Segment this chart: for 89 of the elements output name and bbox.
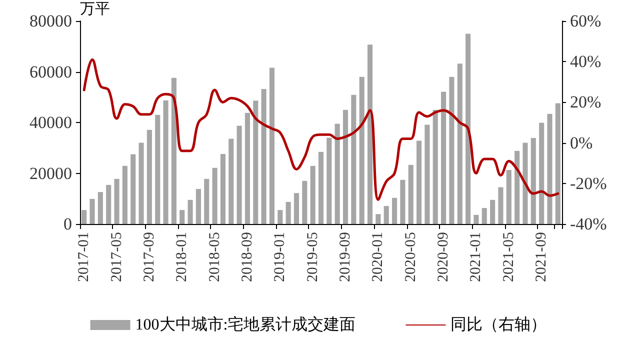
y2-tick-label: 20% (570, 92, 602, 112)
bar (522, 142, 528, 224)
bar (367, 44, 373, 224)
y-tick-label: 80000 (30, 12, 72, 30)
bar (244, 112, 250, 224)
bar (302, 180, 308, 224)
bar (351, 94, 356, 224)
x-tick-label: 2018-09 (239, 232, 256, 282)
bar (384, 206, 389, 224)
legend-label: 100大中城市:宅地累计成交建面 (135, 316, 356, 334)
bar (555, 103, 560, 224)
bar (408, 164, 414, 224)
bar (514, 150, 520, 224)
bar (376, 214, 381, 224)
x-tick-label: 2017-01 (76, 232, 92, 282)
bar (400, 180, 406, 224)
y2-tick-label: -20% (570, 174, 607, 193)
bar (547, 114, 552, 224)
y2-tick-label: 40% (570, 52, 602, 72)
x-tick-label: 2017-09 (141, 232, 158, 282)
x-tick-label: 2020-05 (402, 232, 419, 282)
bar (449, 76, 454, 224)
x-tick-label: 2021-05 (500, 232, 517, 282)
bar (416, 140, 422, 224)
legend-label: 同比（右轴） (450, 316, 547, 334)
bar (278, 210, 283, 224)
bar (326, 138, 332, 224)
x-tick-label: 2019-09 (338, 232, 354, 282)
y-tick-label: 20000 (30, 164, 72, 183)
x-tick-label: 2020-09 (436, 232, 452, 282)
x-tick-label: 2021-09 (534, 232, 550, 282)
bar (269, 68, 275, 224)
bar (82, 210, 87, 224)
bar (146, 130, 152, 224)
bar (457, 64, 462, 224)
x-tick-label: 2018-05 (206, 232, 223, 282)
bar (466, 34, 471, 224)
bar (474, 214, 479, 224)
bar (392, 198, 398, 224)
bar (318, 152, 324, 224)
bar (228, 138, 234, 224)
bar (138, 142, 144, 224)
bar (204, 178, 210, 224)
x-tick-label: 2019-05 (304, 232, 321, 282)
x-tick-label: 2019-01 (272, 232, 288, 282)
bar (490, 200, 496, 224)
y2-tick-label: 0% (570, 133, 593, 152)
y-tick-label: 0 (64, 214, 72, 234)
bar (212, 168, 218, 224)
bar (236, 126, 242, 224)
bar (90, 198, 95, 224)
bar (482, 208, 487, 224)
bar (220, 154, 226, 224)
bar (106, 184, 112, 224)
bar (498, 187, 504, 224)
y2-tick-label: -40% (570, 214, 607, 234)
bar (114, 178, 120, 224)
bar (334, 124, 340, 224)
bar (253, 100, 258, 224)
bar (196, 188, 201, 224)
bar (342, 110, 348, 224)
bar (294, 193, 300, 224)
bar (180, 210, 185, 224)
bar (188, 200, 193, 224)
x-tick-label: 2020-01 (370, 232, 386, 282)
bar (424, 124, 430, 224)
bar (506, 170, 512, 224)
y2-tick-label: 60% (570, 12, 602, 30)
bar (163, 100, 168, 224)
bar (171, 78, 176, 224)
x-tick-label: 2018-01 (174, 232, 190, 282)
bar (359, 76, 364, 224)
bar (122, 166, 128, 224)
bar (530, 138, 536, 224)
bar (98, 192, 103, 224)
bar (432, 110, 438, 224)
bar (286, 202, 291, 224)
bar (130, 154, 136, 224)
bar (441, 92, 446, 224)
bar (261, 89, 266, 224)
y-tick-label: 40000 (30, 113, 72, 132)
bar (310, 166, 316, 224)
bar (155, 114, 160, 224)
bar (539, 122, 544, 224)
x-tick-label: 2017-05 (108, 232, 125, 282)
x-tick-label: 2021-01 (468, 232, 484, 282)
y-tick-label: 60000 (30, 62, 72, 82)
y-axis-title: 万平 (80, 2, 110, 18)
line-series (82, 58, 560, 201)
